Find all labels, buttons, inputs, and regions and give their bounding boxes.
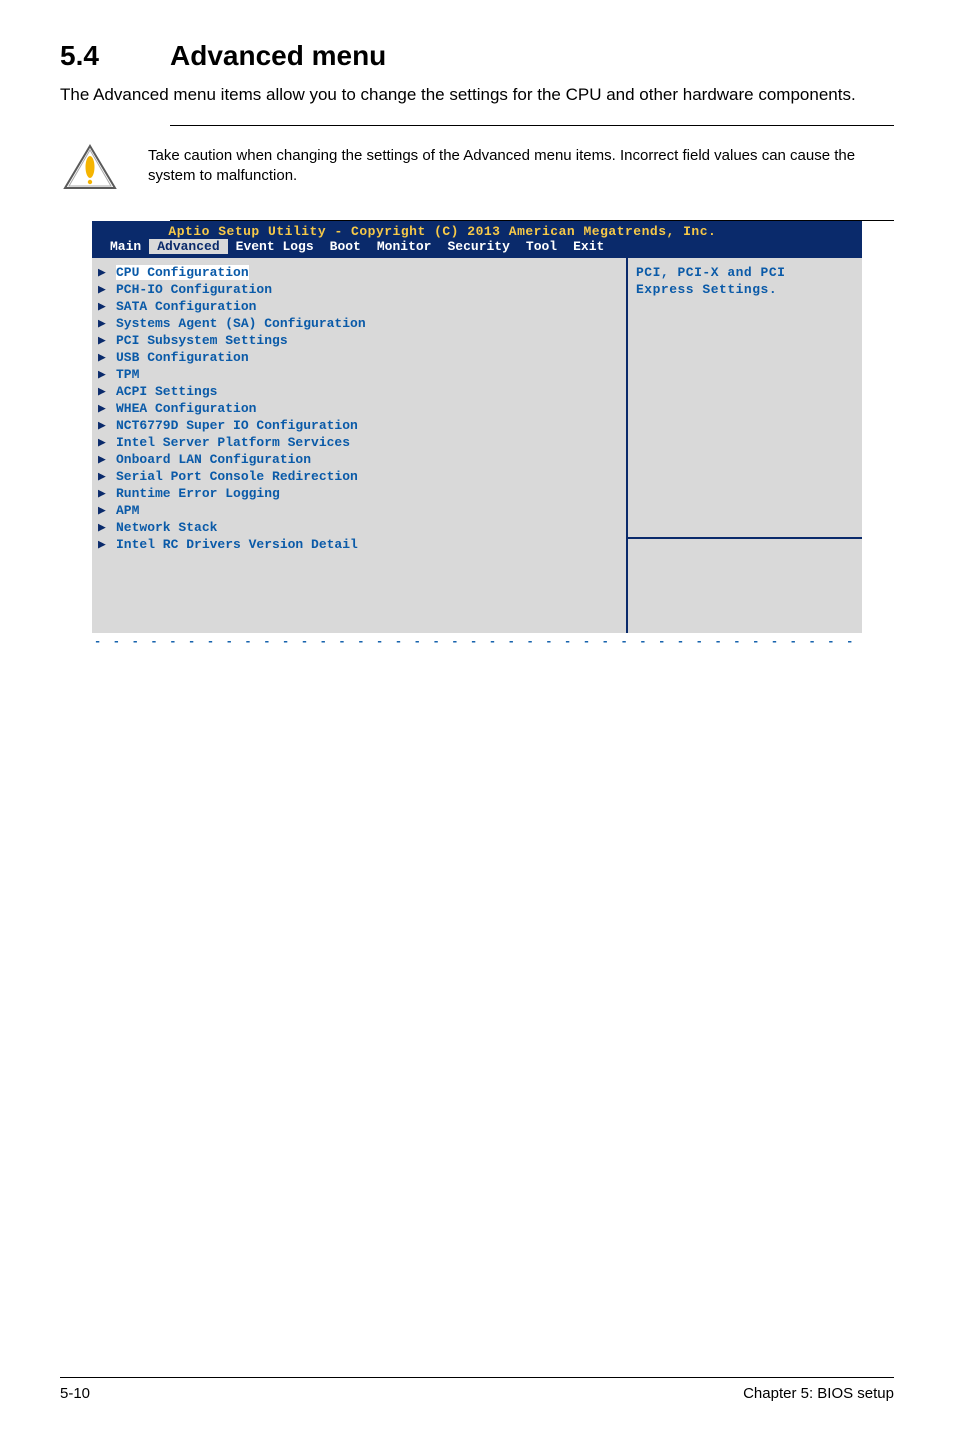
menu-item-label: NCT6779D Super IO Configuration: [116, 418, 358, 433]
footer-divider: [60, 1377, 894, 1378]
bios-title-bar: Aptio Setup Utility - Copyright (C) 2013…: [92, 221, 862, 239]
menu-item-pci-subsystem-settings[interactable]: ▶ PCI Subsystem Settings: [98, 332, 622, 349]
caution-text: Take caution when changing the settings …: [148, 142, 894, 187]
tab-tool[interactable]: Tool: [518, 239, 565, 254]
caution-icon: [60, 142, 120, 192]
submenu-triangle-icon: ▶: [98, 299, 110, 314]
intro-paragraph: The Advanced menu items allow you to cha…: [60, 84, 894, 107]
submenu-triangle-icon: ▶: [98, 537, 110, 552]
menu-item-label: APM: [116, 503, 139, 518]
menu-item-label: Intel RC Drivers Version Detail: [116, 537, 358, 552]
menu-item-sata-configuration[interactable]: ▶ SATA Configuration: [98, 298, 622, 315]
bios-tab-row: Main Advanced Event Logs Boot Monitor Se…: [92, 239, 862, 257]
page-footer: 5-10 Chapter 5: BIOS setup: [60, 1385, 894, 1402]
menu-item-label: WHEA Configuration: [116, 401, 256, 416]
menu-item-label: SATA Configuration: [116, 299, 256, 314]
menu-item-label: Network Stack: [116, 520, 217, 535]
menu-item-label: Intel Server Platform Services: [116, 435, 350, 450]
menu-item-label: PCH-IO Configuration: [116, 282, 272, 297]
bios-menu-list: ▶ CPU Configuration ▶ PCH-IO Configuration…: [92, 258, 626, 633]
tab-boot[interactable]: Boot: [322, 239, 369, 254]
bios-help-lower-panel: [628, 537, 862, 633]
submenu-triangle-icon: ▶: [98, 265, 110, 280]
caution-note: Take caution when changing the settings …: [60, 140, 894, 198]
submenu-triangle-icon: ▶: [98, 418, 110, 433]
menu-item-network-stack[interactable]: ▶ Network Stack: [98, 519, 622, 536]
menu-item-onboard-lan-configuration[interactable]: ▶ Onboard LAN Configuration: [98, 451, 622, 468]
menu-item-acpi-settings[interactable]: ▶ ACPI Settings: [98, 383, 622, 400]
menu-item-label: USB Configuration: [116, 350, 249, 365]
submenu-triangle-icon: ▶: [98, 452, 110, 467]
menu-item-runtime-error-logging[interactable]: ▶ Runtime Error Logging: [98, 485, 622, 502]
menu-item-label: Systems Agent (SA) Configuration: [116, 316, 366, 331]
menu-item-usb-configuration[interactable]: ▶ USB Configuration: [98, 349, 622, 366]
menu-item-pch-io-configuration[interactable]: ▶ PCH-IO Configuration: [98, 281, 622, 298]
menu-item-tpm[interactable]: ▶ TPM: [98, 366, 622, 383]
bios-help-panel: PCI, PCI-X and PCI Express Settings.: [626, 258, 862, 633]
menu-item-label: TPM: [116, 367, 139, 382]
submenu-triangle-icon: ▶: [98, 282, 110, 297]
page-number: 5-10: [60, 1385, 90, 1402]
submenu-triangle-icon: ▶: [98, 469, 110, 484]
menu-item-whea-configuration[interactable]: ▶ WHEA Configuration: [98, 400, 622, 417]
section-number: 5.4: [60, 40, 170, 72]
tab-security[interactable]: Security: [439, 239, 517, 254]
menu-item-cpu-configuration[interactable]: ▶ CPU Configuration: [98, 264, 622, 281]
menu-item-apm[interactable]: ▶ APM: [98, 502, 622, 519]
menu-item-nct6779d-super-io[interactable]: ▶ NCT6779D Super IO Configuration: [98, 417, 622, 434]
bios-screenshot: Aptio Setup Utility - Copyright (C) 2013…: [92, 221, 862, 649]
submenu-triangle-icon: ▶: [98, 350, 110, 365]
help-line-2: Express Settings.: [636, 281, 854, 299]
submenu-triangle-icon: ▶: [98, 503, 110, 518]
submenu-triangle-icon: ▶: [98, 333, 110, 348]
submenu-triangle-icon: ▶: [98, 367, 110, 382]
chapter-label: Chapter 5: BIOS setup: [743, 1385, 894, 1402]
menu-item-label: CPU Configuration: [116, 265, 249, 280]
section-title: Advanced menu: [170, 40, 386, 71]
submenu-triangle-icon: ▶: [98, 316, 110, 331]
tab-exit[interactable]: Exit: [565, 239, 612, 254]
submenu-triangle-icon: ▶: [98, 435, 110, 450]
menu-item-intel-rc-drivers-version[interactable]: ▶ Intel RC Drivers Version Detail: [98, 536, 622, 553]
submenu-triangle-icon: ▶: [98, 520, 110, 535]
menu-item-serial-port-console-redirection[interactable]: ▶ Serial Port Console Redirection: [98, 468, 622, 485]
tab-monitor[interactable]: Monitor: [369, 239, 440, 254]
help-line-1: PCI, PCI-X and PCI: [636, 264, 854, 282]
menu-item-intel-server-platform-services[interactable]: ▶ Intel Server Platform Services: [98, 434, 622, 451]
submenu-triangle-icon: ▶: [98, 384, 110, 399]
menu-item-label: Onboard LAN Configuration: [116, 452, 311, 467]
tab-main[interactable]: Main: [102, 239, 149, 254]
menu-item-label: Serial Port Console Redirection: [116, 469, 358, 484]
submenu-triangle-icon: ▶: [98, 486, 110, 501]
menu-item-label: ACPI Settings: [116, 384, 217, 399]
menu-item-label: Runtime Error Logging: [116, 486, 280, 501]
menu-item-systems-agent-configuration[interactable]: ▶ Systems Agent (SA) Configuration: [98, 315, 622, 332]
tab-event-logs[interactable]: Event Logs: [228, 239, 322, 254]
bios-title-text: Aptio Setup Utility - Copyright (C) 2013…: [168, 224, 716, 239]
bios-cutoff-dashes: - - - - - - - - - - - - - - - - - - - - …: [92, 633, 862, 649]
section-heading: 5.4Advanced menu: [60, 40, 894, 72]
tab-advanced[interactable]: Advanced: [149, 239, 227, 254]
bios-help-text: PCI, PCI-X and PCI Express Settings.: [628, 258, 862, 537]
menu-item-label: PCI Subsystem Settings: [116, 333, 288, 348]
submenu-triangle-icon: ▶: [98, 401, 110, 416]
note-divider-top: [170, 125, 894, 126]
